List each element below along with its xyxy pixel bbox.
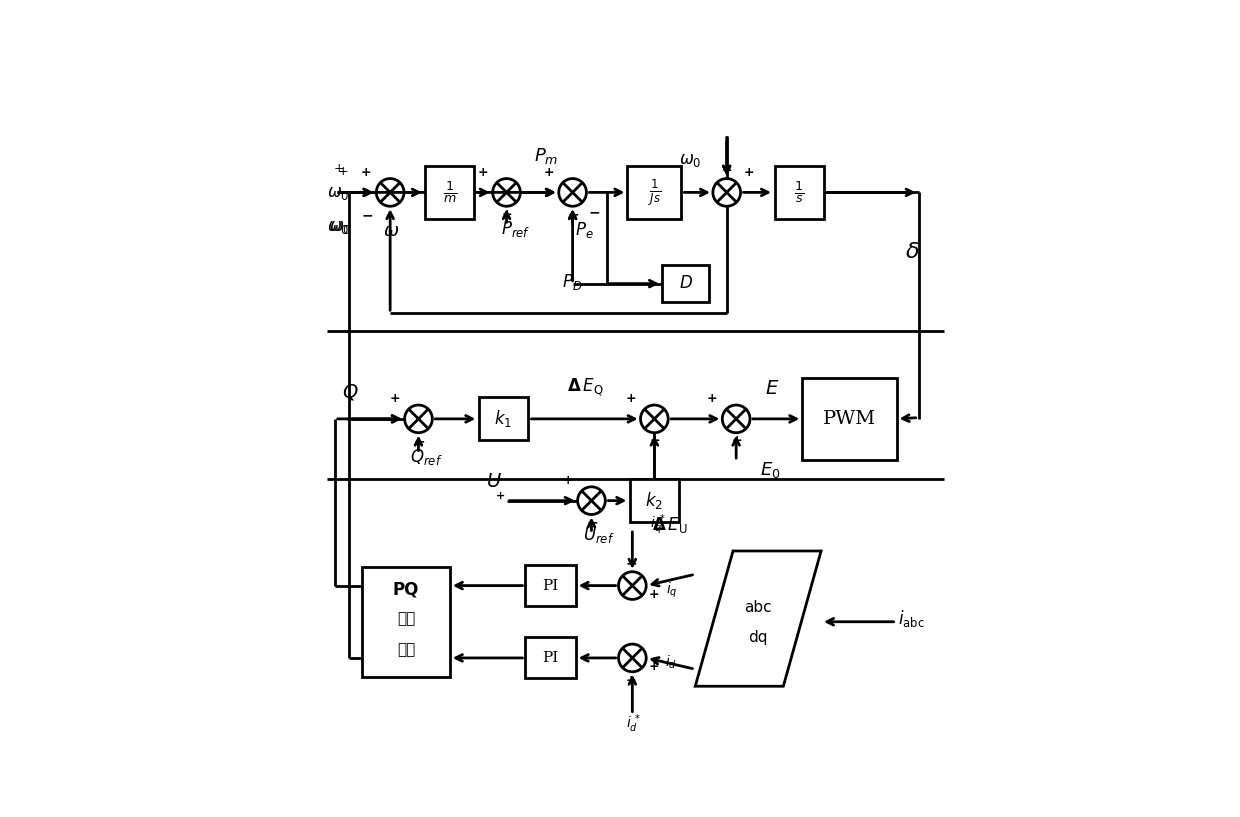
Text: $\frac{1}{m}$: $\frac{1}{m}$ bbox=[443, 180, 458, 205]
Text: $i_d$: $i_d$ bbox=[666, 654, 677, 671]
Text: +: + bbox=[477, 166, 489, 179]
Text: $-\,i_q^{\,*}$: $-\,i_q^{\,*}$ bbox=[637, 512, 666, 537]
Polygon shape bbox=[696, 551, 821, 686]
Text: $\omega_0$: $\omega_0$ bbox=[326, 185, 350, 202]
Text: $P_e$: $P_e$ bbox=[574, 220, 593, 240]
Text: +: + bbox=[625, 392, 636, 405]
Bar bbox=[479, 398, 528, 440]
Text: $i_{\mathrm{abc}}$: $i_{\mathrm{abc}}$ bbox=[898, 608, 925, 629]
Text: $+$: $+$ bbox=[334, 162, 345, 175]
Text: $\frac{1}{Js}$: $\frac{1}{Js}$ bbox=[647, 177, 661, 208]
Text: +: + bbox=[502, 208, 512, 221]
Text: +: + bbox=[562, 474, 573, 487]
Text: −: − bbox=[587, 516, 598, 529]
Text: −: − bbox=[361, 208, 373, 222]
Bar bbox=[627, 166, 682, 219]
Text: $\omega_0$: $\omega_0$ bbox=[327, 218, 350, 235]
Text: +: + bbox=[389, 392, 399, 405]
Text: $P_D$: $P_D$ bbox=[562, 272, 583, 292]
Text: $E$: $E$ bbox=[765, 380, 780, 398]
Bar bbox=[802, 378, 897, 460]
Text: abc: abc bbox=[744, 600, 773, 615]
Text: +: + bbox=[626, 674, 636, 687]
Text: $+$: $+$ bbox=[337, 165, 348, 178]
Bar bbox=[362, 567, 450, 676]
Text: PQ: PQ bbox=[393, 580, 419, 598]
Text: −: − bbox=[588, 206, 600, 220]
Text: $P_{ref}$: $P_{ref}$ bbox=[501, 219, 531, 239]
Text: $U$: $U$ bbox=[486, 473, 502, 491]
Text: $\omega_0$: $\omega_0$ bbox=[329, 218, 351, 235]
Text: $\mathbf{\Delta}\,E_{\mathrm{Q}}$: $\mathbf{\Delta}\,E_{\mathrm{Q}}$ bbox=[567, 377, 604, 398]
Text: 计算: 计算 bbox=[397, 642, 415, 658]
Text: +: + bbox=[649, 588, 660, 600]
Text: $U_{ref}$: $U_{ref}$ bbox=[583, 525, 615, 545]
Text: $\omega_0$: $\omega_0$ bbox=[680, 153, 702, 169]
Text: 功率: 功率 bbox=[397, 611, 415, 626]
Text: +: + bbox=[649, 660, 660, 673]
Text: −: − bbox=[625, 556, 637, 570]
Text: $\mathbf{\Delta}\,E_{\mathrm{U}}$: $\mathbf{\Delta}\,E_{\mathrm{U}}$ bbox=[652, 515, 688, 534]
Text: +: + bbox=[732, 435, 742, 448]
Text: +: + bbox=[361, 166, 372, 179]
Text: +: + bbox=[543, 166, 554, 179]
Bar bbox=[526, 637, 575, 678]
Text: $k_2$: $k_2$ bbox=[646, 490, 663, 511]
Text: $Q_{ref}$: $Q_{ref}$ bbox=[409, 447, 443, 467]
Bar bbox=[630, 480, 680, 522]
Text: $P_m$: $P_m$ bbox=[533, 146, 558, 166]
Text: $i_d^{\,*}$: $i_d^{\,*}$ bbox=[626, 712, 641, 735]
Text: PWM: PWM bbox=[823, 410, 875, 428]
Text: $D$: $D$ bbox=[678, 275, 693, 292]
Text: dq: dq bbox=[749, 630, 768, 645]
Text: −: − bbox=[568, 208, 579, 221]
Text: +: + bbox=[707, 392, 718, 405]
Text: +: + bbox=[650, 435, 661, 448]
Bar bbox=[662, 265, 709, 302]
Text: +: + bbox=[496, 491, 505, 501]
Text: $i_q$: $i_q$ bbox=[666, 580, 677, 600]
Text: $E_0$: $E_0$ bbox=[760, 461, 781, 480]
Bar bbox=[425, 166, 475, 219]
Text: +: + bbox=[744, 166, 754, 179]
Text: PI: PI bbox=[542, 578, 559, 592]
Bar bbox=[526, 565, 575, 606]
Text: +: + bbox=[722, 164, 733, 177]
Text: −: − bbox=[413, 434, 425, 448]
Text: PI: PI bbox=[542, 651, 559, 665]
Text: $\delta$: $\delta$ bbox=[905, 241, 920, 263]
Text: $k_1$: $k_1$ bbox=[495, 408, 512, 430]
Text: $\frac{1}{s}$: $\frac{1}{s}$ bbox=[794, 180, 804, 205]
Text: $\omega$: $\omega$ bbox=[383, 222, 399, 240]
Bar bbox=[775, 166, 823, 219]
Text: $Q$: $Q$ bbox=[342, 382, 358, 403]
